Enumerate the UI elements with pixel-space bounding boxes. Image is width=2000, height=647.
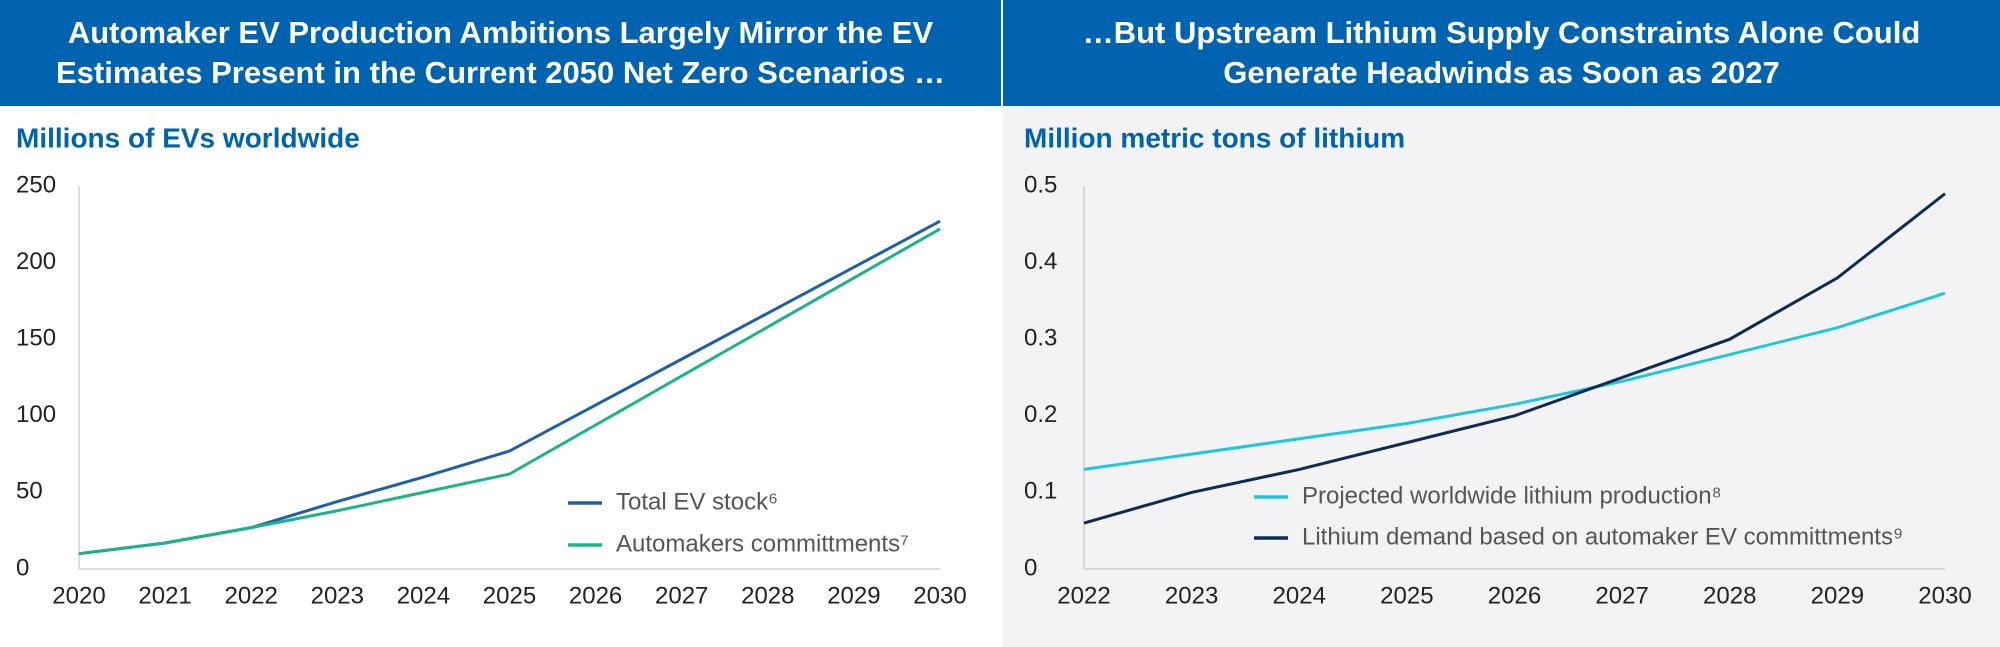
y-tick-label: 0.2 xyxy=(1024,401,1057,428)
x-tick-label: 2023 xyxy=(311,582,364,609)
y-tick-label: 50 xyxy=(16,478,43,505)
series-line xyxy=(1083,192,1946,525)
x-tick-label: 2027 xyxy=(1595,582,1648,609)
series-line xyxy=(78,219,941,556)
x-tick-label: 2027 xyxy=(655,582,708,609)
x-tick-label: 2026 xyxy=(569,582,622,609)
y-tick-label: 0.4 xyxy=(1024,248,1057,275)
y-tick-label: 0.3 xyxy=(1024,325,1057,352)
y-tick-label: 250 xyxy=(16,171,56,198)
y-tick-label: 0.5 xyxy=(1024,171,1057,198)
left-panel: Automaker EV Production Ambitions Largel… xyxy=(0,0,1001,609)
panel-title: …But Upstream Lithium Supply Constraints… xyxy=(1003,0,2000,106)
x-tick-label: 2025 xyxy=(483,582,536,609)
y-tick-label: 0 xyxy=(1024,554,1037,581)
y-tick-label: 0.1 xyxy=(1024,478,1057,505)
x-tick-label: 2030 xyxy=(1918,582,1971,609)
y-tick-label: 200 xyxy=(16,248,56,275)
x-tick-label: 2023 xyxy=(1165,582,1218,609)
right-panel: …But Upstream Lithium Supply Constraints… xyxy=(1003,0,2000,647)
x-tick-label: 2029 xyxy=(827,582,880,609)
x-tick-label: 2025 xyxy=(1380,582,1433,609)
x-tick-label: 2026 xyxy=(1488,582,1541,609)
x-tick-label: 2022 xyxy=(1057,582,1110,609)
legend-label: Projected worldwide lithium production⁸ xyxy=(1302,482,1722,509)
y-tick-label: 0 xyxy=(16,554,29,581)
chart: Million metric tons of lithium 0 0.1 0.2 0.3… xyxy=(1024,122,1972,609)
x-tick-label: 2020 xyxy=(52,582,105,609)
x-tick-label: 2024 xyxy=(1273,582,1326,609)
legend-label: Total EV stock⁶ xyxy=(616,488,778,515)
subtitle: Million metric tons of lithium xyxy=(1024,122,1405,153)
x-tick-label: 2029 xyxy=(1811,582,1864,609)
y-tick-label: 150 xyxy=(16,325,56,352)
series-line xyxy=(78,227,941,556)
chart: Millions of EVs worldwide 0 50 100 150 200 250… xyxy=(16,122,967,609)
x-tick-label: 2028 xyxy=(1703,582,1756,609)
x-tick-label: 2030 xyxy=(913,582,966,609)
x-tick-label: 2028 xyxy=(741,582,794,609)
series-line xyxy=(1083,291,1946,471)
y-tick-label: 100 xyxy=(16,401,56,428)
panel-title: Automaker EV Production Ambitions Largel… xyxy=(0,0,1001,106)
subtitle: Millions of EVs worldwide xyxy=(16,122,360,153)
x-tick-label: 2021 xyxy=(138,582,191,609)
legend-label: Lithium demand based on automaker EV com… xyxy=(1302,523,1903,550)
legend-label: Automakers committments⁷ xyxy=(616,530,909,557)
x-tick-label: 2024 xyxy=(397,582,450,609)
x-tick-label: 2022 xyxy=(225,582,278,609)
